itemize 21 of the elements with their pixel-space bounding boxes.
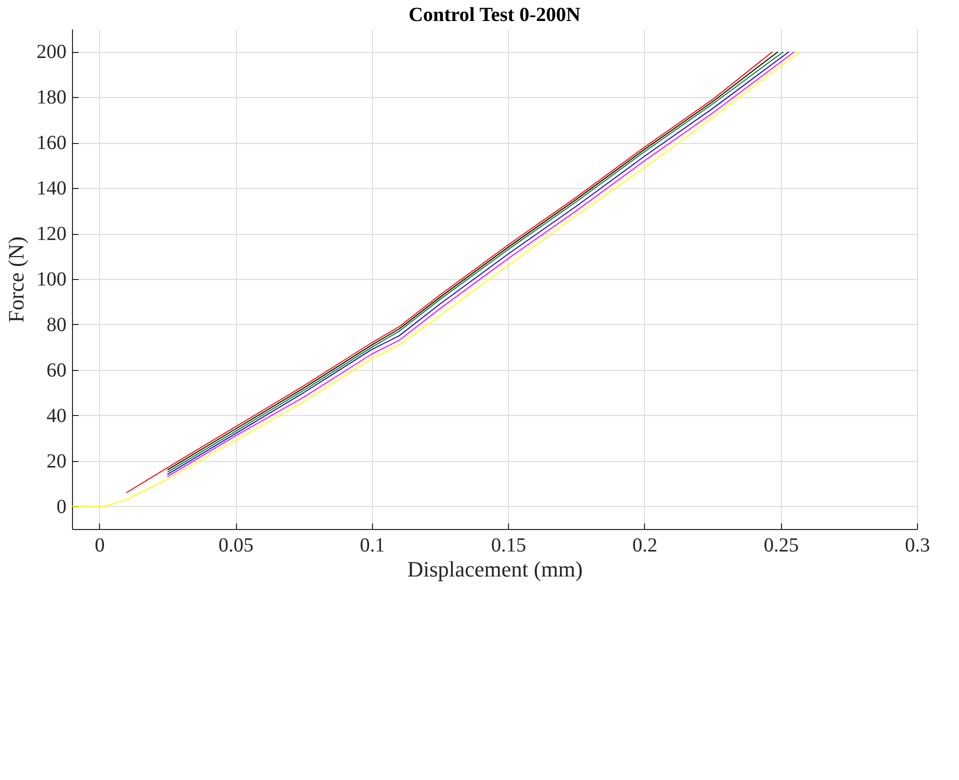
y-tick-label: 160	[36, 132, 66, 154]
y-tick-label: 120	[36, 223, 66, 246]
y-tick-label: 200	[36, 41, 66, 64]
y-tick-label: 140	[36, 178, 66, 200]
y-tick-label: 100	[36, 268, 66, 290]
y-tick-label: 20	[46, 450, 66, 472]
x-tick-label: 0.05	[218, 534, 254, 556]
y-axis-title: Force (N)	[4, 236, 28, 323]
x-tick-label: 0.15	[491, 534, 526, 556]
x-tick-label: 0.2	[632, 534, 658, 556]
y-tick-label: 80	[46, 314, 66, 336]
x-tick-label: 0	[94, 534, 105, 556]
x-tick-label: 0.1	[360, 534, 385, 556]
y-tick-label: 180	[36, 86, 66, 109]
y-tick-label: 40	[46, 404, 66, 427]
chart-title: Control Test 0-200N	[408, 4, 581, 26]
x-tick-label: 0.3	[905, 534, 930, 556]
x-axis-title: Displacement (mm)	[407, 556, 583, 582]
y-tick-label: 0	[56, 496, 66, 518]
x-tick-label: 0.25	[764, 534, 799, 556]
y-tick-label: 60	[46, 359, 66, 382]
